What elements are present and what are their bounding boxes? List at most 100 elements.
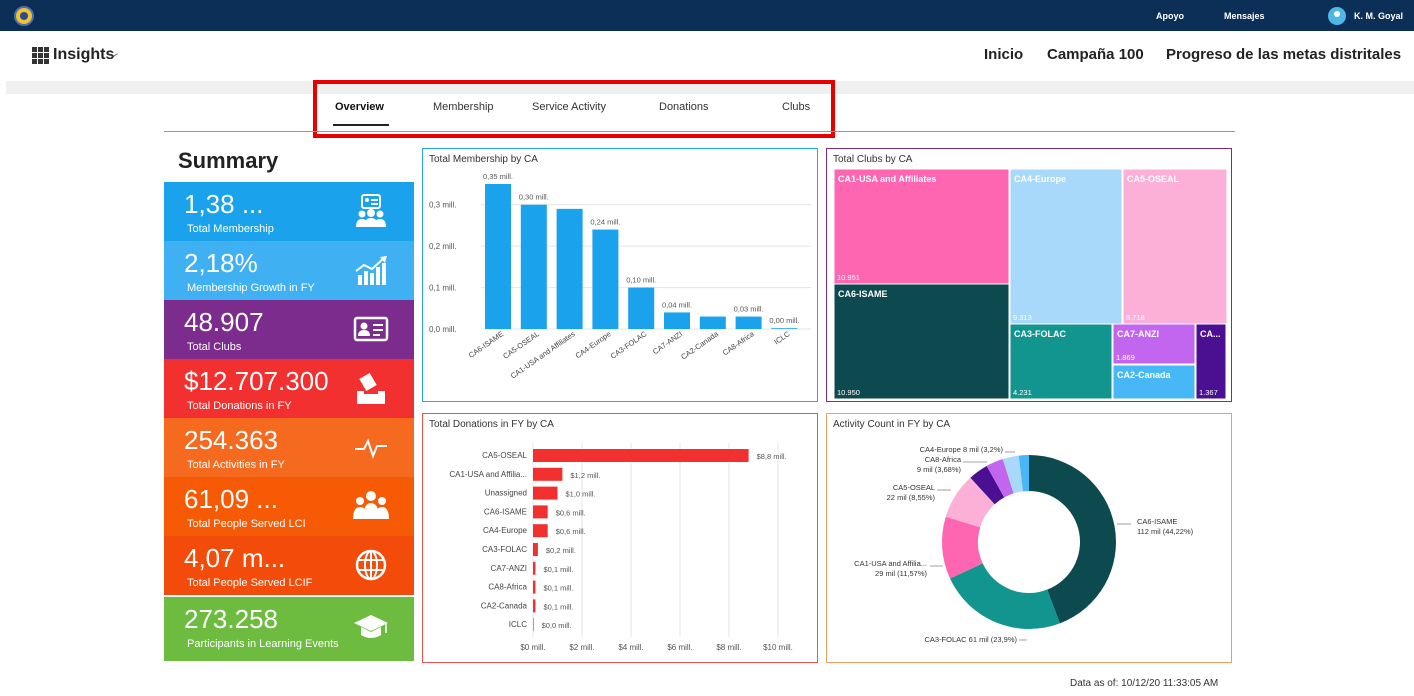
y-tick-label: CA1-USA and Affilia... [449,470,527,479]
slice-label: 9 mil (3,68%) [917,465,962,474]
kpi-value: 48.907 [184,307,264,337]
bar-ICLC [533,618,534,632]
messages-link[interactable]: Mensajes [1224,11,1265,21]
x-tick-label: $4 mill. [618,643,643,652]
tab-donations[interactable]: Donations [659,101,709,113]
tile-CA6-ISAME [833,283,1010,400]
data-label: 0,03 mill. [734,305,764,314]
bar-CA8-Africa [533,580,536,594]
donations-bar-chart: $0 mill. $2 mill. $4 mill. $6 mill. $8 mill.… [449,443,793,652]
data-label: $1,0 mill. [566,490,596,499]
slice-label: 22 mil (8,55%) [887,493,936,502]
nav-campana-100[interactable]: Campaña 100 [1047,46,1144,63]
y-tick-label: CA2-Canada [481,601,528,610]
slice-label: CA5-OSEAL [893,483,935,492]
y-tick-label: CA6-ISAME [484,507,527,516]
x-tick-label: CA1-USA and Affiliates [509,329,577,380]
x-tick-label: CA6-ISAME [467,329,505,360]
tab-clubs[interactable]: Clubs [782,101,811,113]
slice-CA8-Africa [970,465,1005,505]
x-tick-label: CA4-Europe [574,329,613,360]
bar-CA6-ISAME [533,505,548,519]
kpi-people-served-lcif[interactable]: 4,07 m... Total People Served LCIF [164,536,414,595]
kpi-label: Total Clubs [187,341,242,353]
app-launcher-icon[interactable] [32,47,49,64]
activity-pulse-icon [355,438,387,459]
tile-CA3-FOLAC [1009,323,1113,400]
x-tick-label: CA2-Canada [679,329,720,362]
people-group-icon [353,491,389,519]
tabs-highlight-box [313,80,835,138]
data-label: $1,2 mill. [570,471,600,480]
tile-name: CA2-Canada [1117,370,1172,380]
user-avatar-icon[interactable] [1328,7,1346,25]
y-tick-label: CA5-OSEAL [482,451,527,460]
data-label: $0,1 mill. [543,565,573,574]
tile-CA4-Europe [1009,168,1123,325]
data-label: 0,10 mill. [626,276,656,285]
x-tick-label: ICLC [772,329,792,347]
slice-CA7-ANZI [1018,455,1029,492]
data-label: $0,2 mill. [546,546,576,555]
bar-CA8-Africa [735,316,762,329]
kpi-total-clubs[interactable]: 48.907 Total Clubs [164,300,414,359]
tile-CA2-Canada [1112,364,1196,400]
kpi-total-activities[interactable]: 254.363 Total Activities in FY [164,418,414,477]
kpi-membership-growth[interactable]: 2,18% Membership Growth in FY [164,241,414,300]
data-label: 0,35 mill. [483,172,513,181]
tab-service-activity[interactable]: Service Activity [532,101,606,113]
nav-district-goals[interactable]: Progreso de las metas distritales [1166,46,1402,63]
tile-name: CA7-ANZI [1117,329,1159,339]
bar-CA3-FOLAC [533,543,538,556]
kpi-learning-participants[interactable]: 273.258 Participants in Learning Events [164,597,414,661]
membership-chart-card[interactable]: Total Membership by CA 0,0 mill. 0,1 mill… [422,148,818,402]
kpi-value: $12.707.300 [184,366,329,396]
data-label: 0,30 mill. [519,193,549,202]
clubs-chart-card[interactable]: Total Clubs by CA CA1-USA and Affiliates… [826,148,1232,402]
kpi-value: 273.258 [184,604,278,634]
chart-title: Total Donations in FY by CA [429,419,554,430]
tile-name: CA4-Europe [1014,174,1066,184]
tile-CA7-ANZI [1112,323,1196,365]
x-tick-label: CA3-FOLAC [609,329,649,361]
kpi-label: Total People Served LCI [187,518,306,530]
data-label: 0,04 mill. [662,300,692,309]
y-tick-label: 0,2 mill. [429,242,457,251]
tile-CA1-USA and Affiliates [833,168,1010,285]
tile-value: 10.951 [837,273,860,282]
donations-chart-card[interactable]: Total Donations in FY by CA $0 mill. $2 m… [422,413,818,663]
tile-name: CA... [1200,329,1221,339]
active-tab-indicator [333,124,389,126]
kpi-label: Membership Growth in FY [187,282,315,294]
tile-name: CA6-ISAME [838,289,888,299]
x-tick-label: CA7-ANZI [651,329,684,356]
kpi-label: Total People Served LCIF [187,577,313,589]
kpi-total-membership[interactable]: 1,38 ... Total Membership [164,182,414,241]
id-card-people-icon [356,194,386,227]
lions-logo-icon[interactable] [14,6,34,26]
y-tick-label: Unassigned [485,489,527,498]
top-bar: Apoyo Mensajes K. M. Goyal [0,0,1414,31]
kpi-people-served-lci[interactable]: 61,09 ... Total People Served LCI [164,477,414,536]
y-tick-label: CA8-Africa [488,583,527,592]
tab-overview[interactable]: Overview [335,101,384,113]
kpi-total-donations[interactable]: $12.707.300 Total Donations in FY [164,359,414,418]
kpi-value: 61,09 ... [184,484,278,514]
bar-ICLC [771,328,798,329]
activity-chart-card[interactable]: Activity Count in FY by CA CA6-ISAME 112 … [826,413,1232,663]
chevron-down-icon[interactable]: ﹀ [108,54,118,65]
slice-label: CA3-FOLAC 61 mil (23,9%) [924,635,1017,644]
y-tick-label: ICLC [509,620,527,629]
tile-name: CA5-OSEAL [1127,174,1180,184]
tile-CA... [1195,323,1227,400]
nav-inicio[interactable]: Inicio [984,46,1024,63]
tab-membership[interactable]: Membership [433,101,494,113]
app-title[interactable]: Insights [53,46,115,63]
user-name[interactable]: K. M. Goyal [1354,11,1404,21]
kpi-value: 1,38 ... [184,189,264,219]
data-label: $8,8 mill. [757,452,787,461]
growth-chart-icon [355,256,387,285]
kpi-value: 2,18% [184,248,258,278]
tile-value: 10.950 [837,388,860,397]
support-link[interactable]: Apoyo [1156,11,1184,21]
